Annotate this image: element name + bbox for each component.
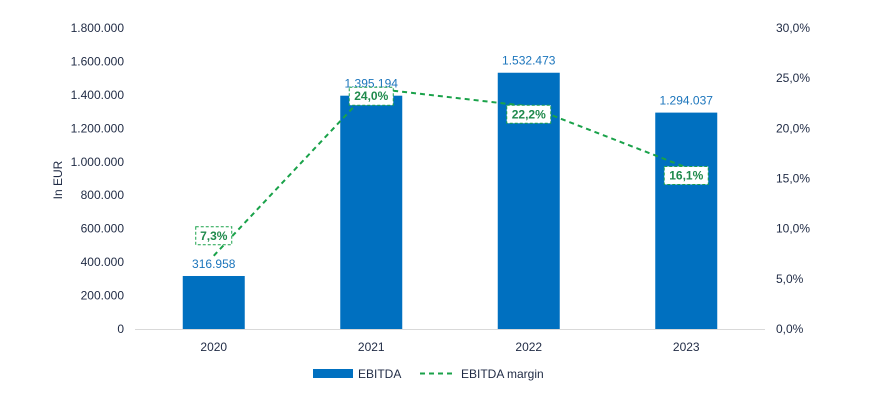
legend-label-ebitda: EBITDA (358, 367, 401, 381)
x-tick-label: 2022 (515, 340, 542, 354)
margin-value-label: 16,1% (669, 168, 703, 182)
y-tick-label: 1.000.000 (71, 155, 125, 169)
bar-2023 (655, 112, 718, 330)
y2-tick-label: 5,0% (776, 272, 804, 286)
y-axis-title: In EUR (51, 160, 65, 199)
margin-label-box (506, 104, 552, 124)
y-tick-label: 400.000 (81, 255, 125, 269)
margin-value-label: 24,0% (354, 89, 388, 103)
y-tick-label: 200.000 (81, 289, 125, 303)
y2-tick-label: 10,0% (776, 222, 810, 236)
y-tick-label: 1.400.000 (71, 88, 125, 102)
y-tick-label: 0 (117, 322, 124, 336)
margin-label-box (348, 86, 394, 106)
y2-tick-label: 20,0% (776, 121, 810, 135)
bar-value-label: 1.532.473 (502, 54, 556, 68)
y-tick-label: 1.800.000 (71, 21, 125, 35)
y-tick-label: 1.200.000 (71, 121, 125, 135)
margin-series-line (213, 87, 687, 257)
x-tick-label: 2020 (200, 340, 227, 354)
y2-tick-label: 30,0% (776, 21, 810, 35)
y-tick-label: 600.000 (81, 222, 125, 236)
y-tick-label: 1.600.000 (71, 54, 125, 68)
bar-2021 (340, 95, 403, 329)
bar-value-label: 1.294.037 (660, 94, 714, 108)
legend: EBITDA EBITDA margin (313, 367, 544, 381)
margin-label-box (195, 226, 233, 246)
y2-tick-label: 15,0% (776, 172, 810, 186)
legend-swatch-ebitda (313, 369, 353, 378)
margin-value-label: 22,2% (512, 107, 546, 121)
x-tick-label: 2023 (673, 340, 700, 354)
y2-tick-label: 25,0% (776, 71, 810, 85)
y-axis-ticks: 0 200.000 400.000 600.000 800.000 1.000.000 1.… (71, 21, 125, 336)
margin-line: 7,3% 24,0% 22,2% 16,1% (195, 86, 709, 257)
margin-label-box (663, 165, 709, 185)
y2-axis-ticks: 0,0% 5,0% 10,0% 15,0% 20,0% 25,0% 30,0% (776, 21, 810, 336)
x-axis-ticks: 2020 2021 2022 2023 (200, 340, 700, 354)
legend-label-margin: EBITDA margin (461, 367, 544, 381)
bar-value-label: 316.958 (192, 257, 236, 271)
y2-tick-label: 0,0% (776, 322, 804, 336)
margin-value-label: 7,3% (200, 229, 228, 243)
bar-2020 (182, 275, 245, 329)
x-tick-label: 2021 (358, 340, 385, 354)
y-tick-label: 800.000 (81, 188, 125, 202)
